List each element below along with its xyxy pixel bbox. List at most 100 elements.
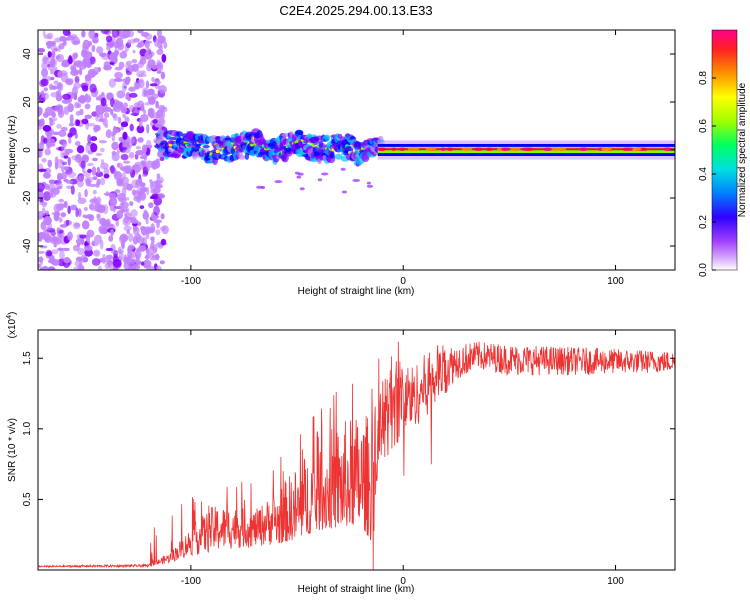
spectrogram-cell — [294, 171, 300, 175]
spectrogram-cell — [116, 90, 126, 99]
spectrogram-cell — [329, 152, 335, 159]
spectrogram-cell — [135, 249, 142, 259]
spectrogram-cell — [128, 151, 135, 159]
spectrogram-cell — [149, 83, 158, 87]
spectrogram-cell — [256, 185, 263, 189]
spectrogram-cell — [102, 117, 108, 126]
spectrogram-cell — [74, 260, 82, 267]
spectrogram-cell — [136, 260, 142, 265]
spectrogram-cell — [105, 129, 112, 139]
spectrogram-cell — [92, 157, 98, 162]
spectrogram-ticks: -100 0 100 40 20 0 -20 -40 — [22, 30, 675, 287]
snr-scale-close: ) — [7, 312, 18, 315]
spectrogram-cell — [84, 93, 92, 104]
spectrogram-cell — [79, 94, 86, 104]
spectrogram-cell — [154, 253, 160, 261]
spectrogram-cell — [352, 178, 360, 182]
spectrogram-cell — [89, 56, 96, 65]
spectrogram-ytick-label: 20 — [22, 96, 33, 108]
spectrogram-cell — [425, 147, 437, 151]
spectrogram-cell — [53, 203, 61, 213]
spectrogram-cell — [72, 266, 82, 270]
colorbar: 0.0 0.2 0.4 0.6 0.8 Normalized spectral ampl… — [698, 29, 748, 277]
spectrogram-cell — [77, 191, 82, 200]
spectrogram-cell — [100, 30, 110, 35]
snr-xtick-label: -100 — [181, 576, 201, 587]
spectrogram-cell — [153, 205, 160, 216]
spectrogram-cell — [121, 82, 127, 92]
spectrogram-cell — [146, 47, 152, 55]
spectrogram-cell — [135, 149, 145, 156]
spectrogram-cell — [99, 239, 104, 250]
spectrogram-cell — [74, 140, 81, 147]
spectrogram-cell — [112, 125, 117, 136]
spectrogram-cell — [100, 159, 105, 165]
spectrogram-cell — [150, 188, 157, 194]
spectrogram-cell — [143, 152, 147, 162]
spectrogram-cell — [140, 160, 146, 166]
spectrogram-cell — [130, 136, 135, 145]
spectrogram-cell — [52, 131, 60, 136]
spectrogram-cell — [131, 59, 138, 64]
spectrogram-cell — [334, 153, 343, 160]
chart-title: C2E4.2025.294.00.13.E33 — [279, 3, 432, 18]
spectrogram-cell — [95, 152, 103, 156]
spectrogram-cell — [129, 123, 134, 132]
spectrogram-cell — [107, 257, 112, 268]
snr-xtick-label: 100 — [607, 576, 624, 587]
spectrogram-xtick-label: 0 — [400, 276, 406, 287]
spectrogram-ytick-label: 40 — [22, 48, 33, 60]
spectrogram-cell — [96, 213, 101, 219]
spectrogram-cell — [85, 51, 93, 59]
spectrogram-cell — [65, 180, 73, 184]
spectrogram-cell — [138, 73, 147, 77]
spectrogram-cell — [144, 254, 150, 260]
spectrogram-cell — [160, 106, 168, 113]
colorbar-tick-label: 0.4 — [698, 167, 709, 181]
spectrogram-cell — [112, 259, 122, 268]
spectrogram-cell — [133, 102, 141, 107]
spectrogram-cell — [215, 149, 220, 154]
spectrogram-cell — [155, 100, 159, 109]
spectrogram-cell — [51, 117, 58, 122]
spectrogram-cell — [110, 108, 114, 116]
spectrogram-cell — [99, 217, 107, 226]
spectrogram-cell — [91, 36, 99, 44]
spectrogram-cell — [103, 64, 112, 71]
spectrogram-cell — [285, 151, 293, 157]
spectrogram-cell — [127, 64, 136, 73]
svg-text:(x104): (x104) — [6, 312, 18, 339]
spectrogram-cell — [299, 187, 305, 191]
spectrogram-cell — [114, 71, 123, 79]
spectrogram-cell — [124, 207, 130, 213]
spectrogram-cell — [100, 228, 107, 234]
spectrogram-cell — [39, 141, 45, 150]
spectrogram-cell — [105, 35, 113, 43]
spectrogram-cell — [112, 41, 121, 49]
spectrogram-cell — [91, 258, 101, 266]
spectrogram-cell — [54, 156, 59, 166]
spectrogram-cell — [340, 167, 346, 171]
spectrogram-cell — [95, 171, 104, 178]
spectrogram-cell — [49, 57, 58, 68]
spectrogram-cell — [75, 207, 79, 218]
spectrogram-cell — [128, 233, 134, 242]
spectrogram-cell — [133, 226, 140, 236]
spectrogram-cell — [145, 218, 149, 225]
spectrogram-cell — [47, 141, 52, 149]
spectrogram-cell — [50, 44, 58, 51]
spectrogram-cell — [128, 92, 138, 98]
spectrogram-cell — [38, 106, 43, 116]
spectrogram-cell — [106, 45, 111, 51]
spectrogram-cell — [131, 189, 137, 196]
spectrogram-cell — [67, 171, 77, 179]
spectrogram-cell — [70, 34, 78, 39]
spectrogram-cell — [501, 147, 511, 151]
spectrogram-cell — [72, 40, 76, 45]
spectrogram-cell — [148, 202, 154, 209]
spectrogram-cell — [77, 208, 82, 217]
spectrogram-cell — [175, 131, 183, 137]
spectrogram-cell — [542, 147, 552, 151]
spectrogram-cell — [324, 134, 331, 141]
